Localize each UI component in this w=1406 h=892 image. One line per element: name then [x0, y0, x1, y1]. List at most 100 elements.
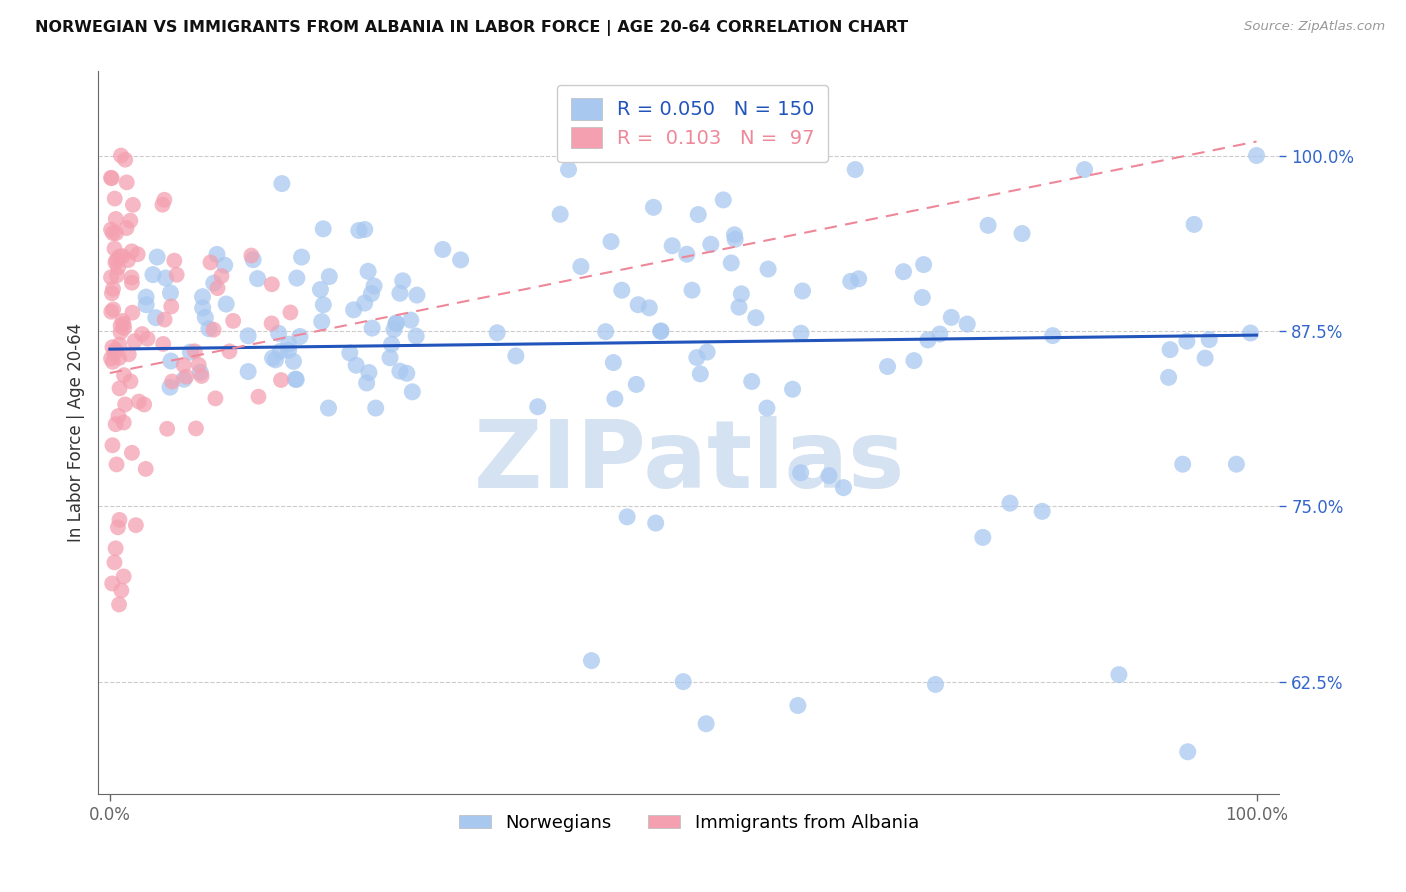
Point — [111, 249, 134, 263]
Point — [391, 274, 413, 288]
Point — [101, 576, 124, 591]
Point — [1042, 328, 1064, 343]
Point — [353, 222, 375, 236]
Point — [101, 355, 124, 369]
Point — [339, 346, 361, 360]
Point — [242, 252, 264, 267]
Point — [262, 351, 284, 365]
Point — [280, 305, 302, 319]
Point — [121, 270, 143, 285]
Y-axis label: In Labor Force | Age 20-64: In Labor Force | Age 20-64 — [66, 323, 84, 542]
Point — [378, 351, 401, 365]
Point — [1225, 457, 1247, 471]
Point — [246, 271, 269, 285]
Point — [155, 271, 177, 285]
Point — [107, 260, 129, 275]
Point — [108, 351, 131, 365]
Point — [184, 421, 207, 435]
Point — [120, 213, 142, 227]
Point — [107, 520, 129, 534]
Point — [343, 302, 366, 317]
Point — [792, 284, 814, 298]
Point — [839, 274, 862, 288]
Point — [644, 516, 666, 530]
Point — [288, 329, 311, 343]
Point — [211, 268, 233, 283]
Point — [876, 359, 898, 374]
Point — [103, 555, 125, 569]
Point — [191, 290, 214, 304]
Point — [236, 365, 259, 379]
Point — [121, 446, 143, 460]
Point — [267, 326, 290, 341]
Point — [176, 369, 198, 384]
Point — [163, 253, 186, 268]
Point — [104, 541, 127, 556]
Point — [650, 325, 672, 339]
Point — [675, 247, 697, 261]
Point — [270, 177, 292, 191]
Point — [173, 372, 195, 386]
Point — [1011, 227, 1033, 241]
Point — [222, 314, 245, 328]
Point — [681, 283, 703, 297]
Point — [104, 255, 127, 269]
Point — [756, 262, 779, 277]
Point — [432, 243, 454, 257]
Point — [121, 306, 143, 320]
Point — [385, 317, 408, 331]
Point — [115, 175, 138, 189]
Point — [388, 286, 411, 301]
Point — [100, 351, 122, 366]
Point — [291, 250, 314, 264]
Point — [360, 286, 382, 301]
Point — [146, 250, 169, 264]
Point — [173, 358, 195, 372]
Point — [1239, 326, 1261, 340]
Point — [924, 677, 946, 691]
Point — [1194, 351, 1216, 365]
Point — [724, 232, 747, 246]
Point — [285, 372, 308, 386]
Point — [117, 253, 139, 268]
Point — [111, 314, 134, 328]
Point — [101, 286, 124, 301]
Point — [240, 248, 263, 262]
Point — [1031, 504, 1053, 518]
Point — [363, 279, 385, 293]
Point — [108, 598, 131, 612]
Point — [190, 368, 212, 383]
Point — [277, 343, 299, 358]
Point — [356, 376, 378, 390]
Point — [103, 346, 125, 360]
Point — [789, 466, 811, 480]
Point — [264, 352, 287, 367]
Point — [152, 337, 174, 351]
Point — [353, 296, 375, 310]
Point — [103, 302, 125, 317]
Point — [283, 354, 305, 368]
Point — [159, 285, 181, 300]
Point — [917, 333, 939, 347]
Point — [115, 221, 138, 235]
Point — [110, 326, 132, 340]
Point — [101, 282, 124, 296]
Point — [695, 716, 717, 731]
Point — [108, 513, 131, 527]
Point — [204, 392, 226, 406]
Point — [385, 316, 408, 330]
Point — [972, 530, 994, 544]
Point — [122, 198, 145, 212]
Point — [236, 328, 259, 343]
Point — [114, 153, 136, 167]
Point — [153, 193, 176, 207]
Point — [136, 332, 159, 346]
Point — [686, 351, 709, 365]
Point — [108, 337, 131, 351]
Point — [1108, 667, 1130, 681]
Point — [153, 312, 176, 326]
Point — [100, 304, 122, 318]
Point — [107, 409, 129, 423]
Point — [956, 317, 979, 331]
Point — [569, 260, 592, 274]
